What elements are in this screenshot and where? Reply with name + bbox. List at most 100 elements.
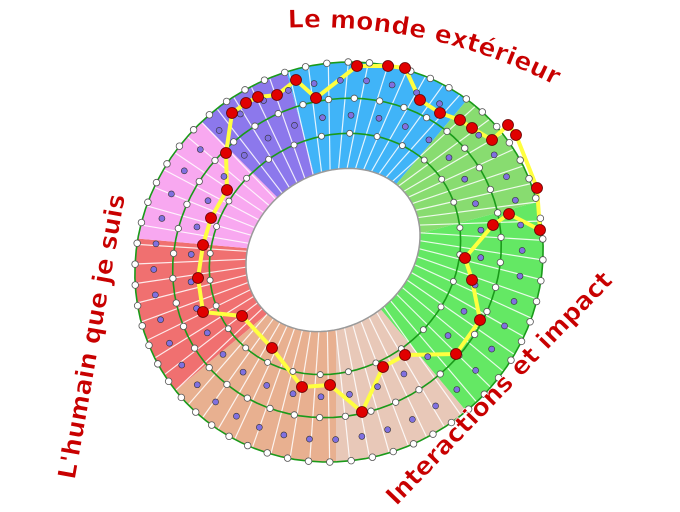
red-node [399,62,411,74]
purple-node [168,190,175,198]
purple-node [444,332,452,339]
spoke [234,325,288,440]
spoke [140,281,249,323]
middle-node [251,122,259,130]
purple-node [239,368,247,376]
red-node [502,119,514,131]
outer-node [344,58,352,66]
purple-node [501,322,508,330]
red-node [486,134,498,146]
outer-node [177,393,186,402]
purple-node [424,353,432,360]
purple-node [472,367,479,374]
inner-node [206,249,214,257]
red-node [252,91,264,103]
middle-node [367,407,375,415]
middle-node [436,370,444,378]
inner-node [450,198,458,206]
outer-node [516,156,524,164]
purple-node [280,431,288,439]
red-node [459,252,471,264]
purple-node [503,173,510,181]
red-node [487,219,499,231]
outer-node [368,453,377,461]
purple-node [310,80,318,87]
outer-node [137,218,146,227]
spoke [389,300,478,403]
inner-node [346,129,354,137]
purple-node [460,308,468,315]
inner-node [225,197,233,205]
outer-node [281,68,289,77]
spoke [154,295,255,359]
red-node [466,122,478,134]
purple-node [363,77,370,85]
red-node [414,94,426,106]
red-node [356,406,368,418]
outer-node [505,138,514,147]
middle-node [486,185,494,194]
inner-node [456,224,464,232]
purple-node [516,272,524,280]
outer-node [537,277,545,285]
purple-node [263,382,271,389]
purple-node [388,81,396,89]
spoke [406,279,515,356]
middle-node [350,94,358,102]
red-node [454,114,466,126]
middle-node [191,344,199,352]
purple-node [477,254,485,261]
middle-node [392,398,400,406]
red-node [296,381,308,393]
middle-node [183,200,191,208]
spoke [412,165,524,205]
purple-node [436,100,443,108]
purple-node [264,134,272,142]
spoke [415,183,532,211]
purple-node [409,416,416,423]
outer-node [426,74,435,83]
spoke [200,121,276,200]
outer-node [189,126,198,134]
purple-node [461,175,469,183]
spoke [289,331,312,459]
outer-node [517,337,526,346]
purple-node [203,329,211,337]
spoke [378,84,444,175]
purple-node [291,122,298,129]
middle-node [243,394,251,402]
outer-node [494,374,503,382]
middle-node [400,103,408,112]
middle-node [172,299,180,307]
outer-node [243,441,252,450]
outer-node [133,239,141,247]
outer-node [445,84,453,92]
red-node [271,89,283,101]
middle-node [179,322,188,330]
outer-node [462,95,471,103]
middle-node [497,233,505,241]
spoke [363,69,408,170]
middle-node [422,114,431,122]
outer-node [152,178,161,187]
red-node [434,107,446,119]
spoke [343,327,371,458]
outer-node [205,111,214,119]
purple-node [180,167,188,175]
outer-node [464,405,473,413]
spoke [383,306,462,416]
label-left: L'humain que je suis [52,192,131,482]
spoke [217,322,281,430]
purple-node [401,123,409,130]
purple-node [453,386,461,393]
purple-node [193,223,201,231]
spoke [327,63,331,171]
spoke [419,240,544,261]
inner-node [206,276,214,284]
purple-node [400,370,408,378]
purple-node [347,111,355,119]
middle-node [299,101,307,109]
red-node [351,60,363,72]
purple-node [517,221,524,229]
